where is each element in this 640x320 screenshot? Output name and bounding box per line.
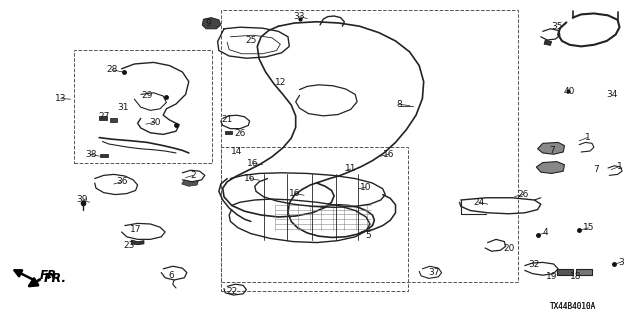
Polygon shape: [538, 142, 564, 154]
Text: 38: 38: [85, 150, 97, 159]
Text: 4: 4: [543, 228, 548, 237]
Text: 14: 14: [231, 147, 243, 156]
Text: 27: 27: [98, 112, 109, 121]
Text: FR.: FR.: [40, 269, 61, 282]
Text: 18: 18: [570, 272, 582, 281]
Text: 26: 26: [234, 129, 246, 138]
Polygon shape: [544, 40, 552, 45]
Text: 7: 7: [594, 165, 599, 174]
Polygon shape: [182, 180, 198, 186]
Text: 19: 19: [546, 272, 557, 281]
Text: 2: 2: [191, 171, 196, 180]
Polygon shape: [225, 131, 232, 134]
Text: 35: 35: [551, 22, 563, 31]
Polygon shape: [99, 116, 107, 120]
Text: 25: 25: [245, 36, 257, 45]
Text: 16: 16: [383, 150, 395, 159]
Text: 5: 5: [366, 231, 371, 240]
Bar: [74, 50, 212, 163]
Text: 9: 9: [205, 19, 211, 28]
Text: 37: 37: [428, 268, 440, 277]
Text: TX44B4010A: TX44B4010A: [550, 302, 596, 311]
Polygon shape: [557, 269, 573, 275]
Text: 20: 20: [503, 244, 515, 253]
Polygon shape: [100, 154, 108, 157]
Text: 29: 29: [141, 91, 153, 100]
Text: 1: 1: [585, 133, 590, 142]
Text: 6: 6: [169, 271, 174, 280]
Text: 11: 11: [345, 164, 356, 173]
Text: 8: 8: [397, 100, 402, 109]
Text: 7: 7: [549, 146, 554, 155]
Polygon shape: [110, 118, 117, 122]
Text: TX44B4010A: TX44B4010A: [550, 302, 596, 311]
Text: 16: 16: [289, 189, 300, 198]
Text: 16: 16: [247, 159, 259, 168]
Text: 34: 34: [606, 90, 618, 99]
Text: 22: 22: [226, 287, 237, 296]
Text: 23: 23: [124, 241, 135, 250]
Text: 15: 15: [583, 223, 595, 232]
Polygon shape: [536, 162, 564, 173]
Polygon shape: [576, 269, 592, 275]
Text: 12: 12: [275, 78, 286, 87]
Text: 3: 3: [618, 258, 623, 267]
Text: 36: 36: [116, 177, 127, 186]
Text: 26: 26: [518, 190, 529, 199]
Text: 33: 33: [294, 12, 305, 21]
Text: FR.: FR.: [44, 272, 67, 285]
Text: 40: 40: [564, 87, 575, 96]
Text: 32: 32: [529, 260, 540, 269]
Text: 30: 30: [149, 118, 161, 127]
Text: 24: 24: [473, 198, 484, 207]
Bar: [221, 10, 518, 282]
Polygon shape: [131, 240, 144, 245]
Text: 28: 28: [106, 65, 118, 74]
Text: 16: 16: [244, 174, 255, 183]
Text: 39: 39: [76, 196, 88, 204]
Text: 21: 21: [221, 116, 233, 124]
Text: 17: 17: [130, 225, 141, 234]
Polygon shape: [202, 18, 221, 29]
Text: 13: 13: [55, 94, 67, 103]
Bar: [221, 147, 408, 291]
Text: 31: 31: [117, 103, 129, 112]
Text: 10: 10: [360, 183, 372, 192]
Text: 1: 1: [617, 162, 622, 171]
